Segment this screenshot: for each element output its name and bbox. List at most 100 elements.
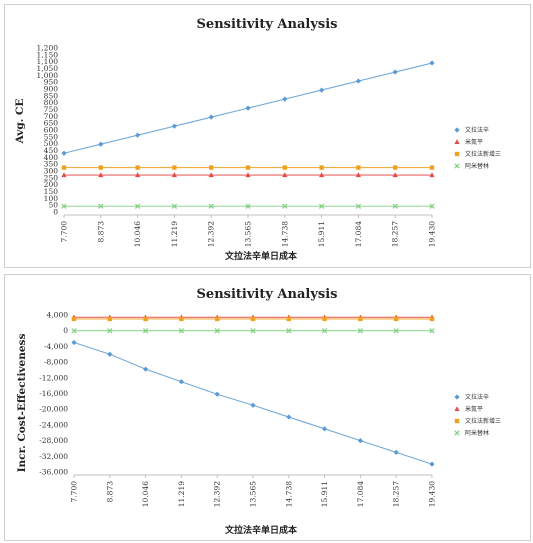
y-tick-label: 400	[44, 153, 59, 162]
y-tick-label: 550	[44, 132, 59, 141]
x-axis-label: 文拉法辛单日成本	[224, 524, 298, 536]
data-point	[178, 379, 184, 385]
data-point	[61, 203, 67, 209]
x-tick-label: 18.257	[391, 221, 400, 247]
chart-2: Sensitivity Analysis Incr. Cost-Effectiv…	[16, 287, 501, 536]
y-tick-label: -16,000	[39, 389, 68, 398]
data-point	[245, 165, 251, 170]
y-tick-label: -32,000	[39, 452, 68, 461]
data-point	[171, 172, 177, 178]
data-point	[355, 78, 361, 84]
series-3	[71, 316, 435, 322]
data-point	[208, 172, 214, 178]
data-point	[107, 316, 112, 322]
y-tick-label: 1,050	[37, 64, 59, 73]
data-point	[393, 449, 399, 455]
data-point	[356, 165, 361, 170]
y-tick-label: 1,200	[37, 44, 59, 53]
x-tick-label: 14.738	[280, 221, 289, 247]
y-tick-label: -20,000	[39, 405, 68, 414]
y-tick-label: 0	[63, 326, 68, 335]
y-tick-label: -36,000	[39, 468, 68, 477]
y-tick-label: 650	[44, 119, 59, 128]
data-point	[143, 366, 149, 372]
plot-area: 4,000 0 -4,000 -8,000 -12,000 -16,000 -20,000 -…	[39, 311, 436, 508]
data-point	[393, 165, 398, 170]
x-tick-label: 7.700	[70, 481, 79, 503]
y-tick-label: 950	[44, 78, 59, 87]
series-4	[61, 203, 435, 209]
data-point	[245, 203, 251, 209]
x-tick-label: 17.084	[356, 481, 365, 507]
data-point	[98, 203, 104, 209]
data-point	[71, 328, 77, 334]
data-point	[179, 316, 184, 322]
y-tick-label: 1,150	[37, 50, 59, 59]
y-tick-label: -4,000	[44, 342, 68, 351]
data-point	[429, 316, 435, 322]
data-point	[392, 69, 398, 75]
data-point	[318, 203, 325, 209]
legend-marker	[454, 394, 460, 400]
series-1	[61, 60, 435, 156]
y-axis-label: Incr. Cost-Effectiveness	[16, 334, 28, 473]
y-tick-label: 600	[44, 126, 59, 135]
y-tick-label: 350	[44, 160, 59, 169]
x-tick-label: 8.873	[96, 221, 105, 243]
x-tick-label: 13.565	[244, 221, 253, 247]
x-tick-label: 19.430	[428, 481, 437, 507]
legend-label: 文拉法新增三	[465, 417, 501, 425]
y-tick-label: 850	[44, 91, 59, 100]
x-tick-label: 10.046	[133, 221, 142, 247]
data-point	[394, 316, 399, 322]
data-point	[209, 165, 214, 170]
data-point	[286, 328, 292, 334]
x-tick-label: 11.219	[170, 221, 179, 247]
data-point	[135, 132, 141, 138]
data-point	[215, 316, 220, 322]
data-point	[282, 203, 288, 209]
data-point	[429, 60, 435, 66]
legend-marker	[454, 430, 460, 436]
data-point	[107, 328, 113, 334]
y-axis-label: Avg. CE	[14, 99, 26, 145]
data-point	[250, 402, 256, 408]
x-tick-label: 11.219	[177, 481, 186, 507]
data-point	[429, 172, 435, 178]
y-tick-label: -12,000	[39, 373, 68, 382]
legend-label: 文拉法辛	[465, 126, 489, 134]
data-point	[355, 203, 362, 209]
data-point	[286, 316, 291, 322]
legend-label: 米氮平	[465, 138, 483, 146]
data-point	[357, 328, 364, 334]
plot-area: 0501001502002503003504004505005506006507…	[37, 44, 437, 248]
data-point	[61, 172, 67, 178]
y-tick-label: 150	[44, 187, 59, 196]
data-point	[355, 172, 361, 178]
legend-marker	[454, 139, 460, 144]
data-point	[392, 203, 398, 209]
x-tick-label: 13.565	[249, 481, 258, 507]
data-point	[429, 165, 435, 170]
series-1	[71, 339, 435, 467]
data-point	[143, 316, 148, 322]
data-point	[319, 172, 325, 178]
series-2	[61, 172, 435, 178]
x-tick-label: 17.084	[354, 221, 363, 247]
y-tick-label: 200	[44, 180, 59, 189]
legend-marker	[454, 406, 460, 411]
data-point	[392, 172, 398, 178]
legend-label: 阿米替林	[465, 429, 489, 437]
y-tick-label: 50	[48, 201, 58, 210]
y-tick-label: 1,000	[37, 71, 59, 80]
data-point	[135, 172, 141, 178]
y-tick-label: 0	[53, 208, 58, 217]
x-tick-label: 12.392	[207, 221, 216, 247]
data-point	[142, 328, 149, 334]
data-point	[358, 316, 363, 322]
data-point	[172, 165, 177, 170]
data-point	[282, 96, 288, 102]
